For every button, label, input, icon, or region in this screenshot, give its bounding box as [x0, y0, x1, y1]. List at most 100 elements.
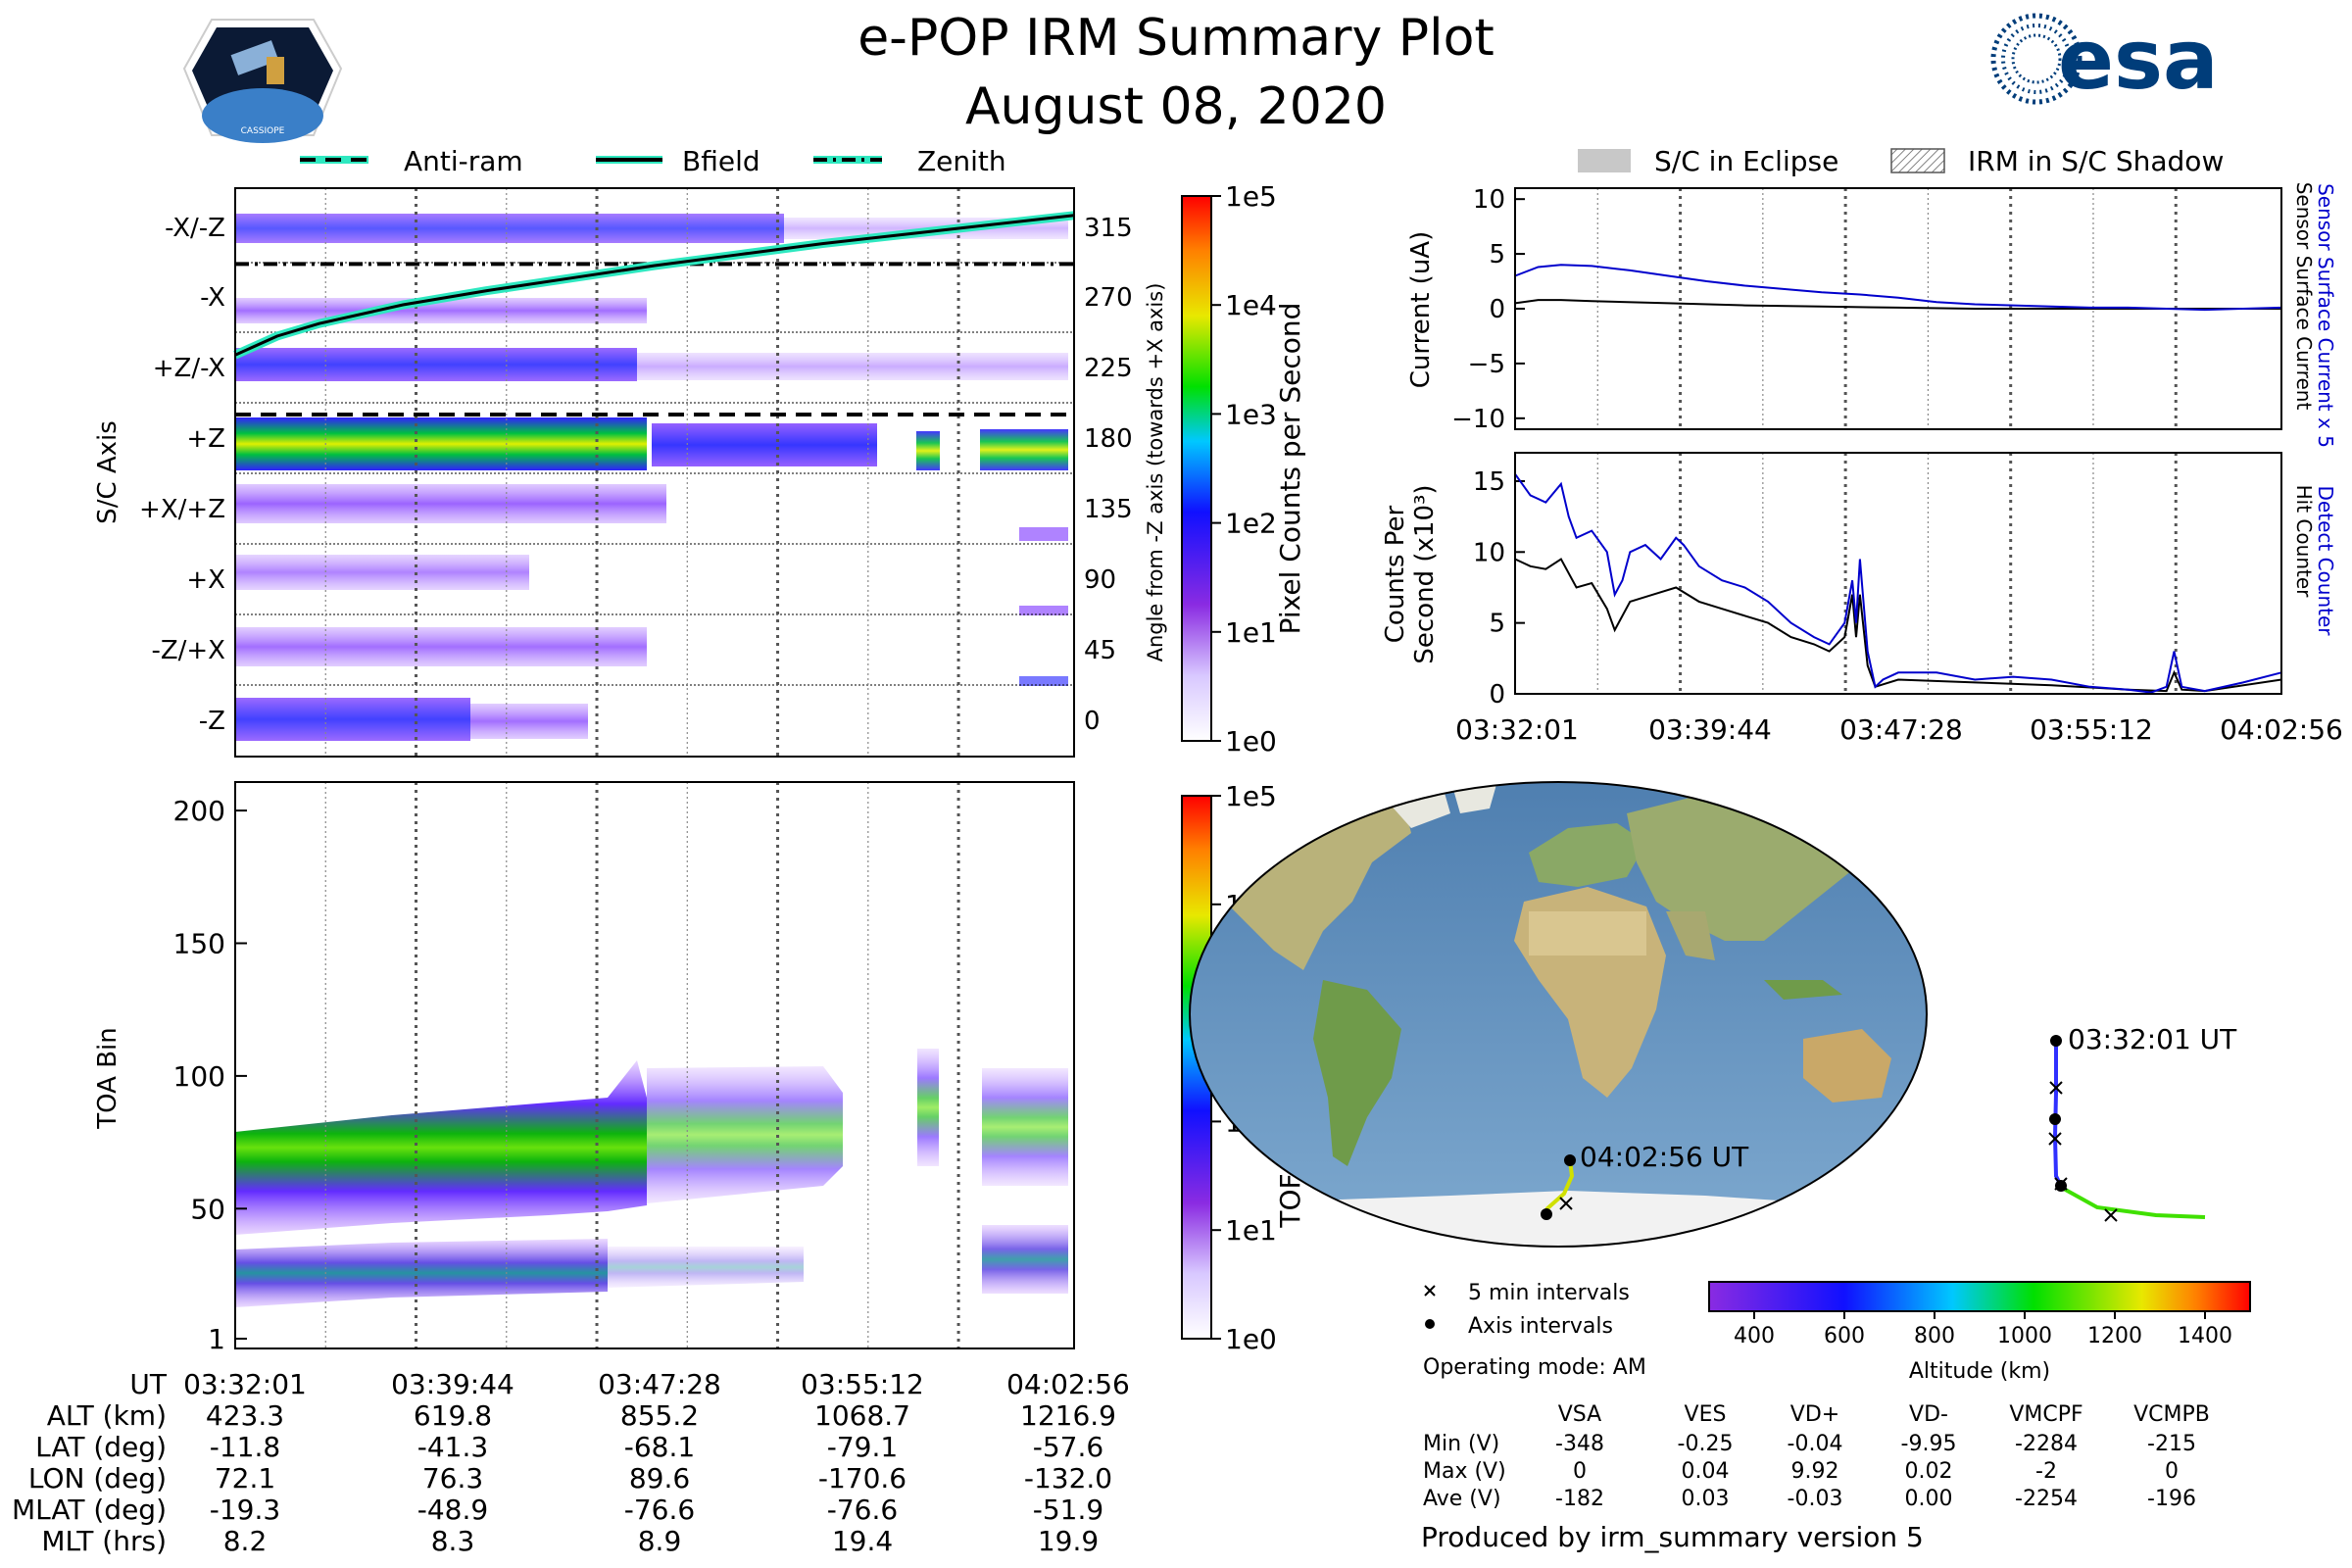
axis-angle-label: 45: [1084, 636, 1116, 665]
ephemeris-row-label: ALT (km): [47, 1399, 167, 1432]
voltage-value: -215: [2147, 1432, 2196, 1456]
counts-ytick-label: 10: [1473, 538, 1505, 567]
axis-row-label: +Z: [186, 424, 225, 454]
toa-ytick-label: 150: [173, 927, 225, 959]
page-date: August 08, 2020: [965, 77, 1387, 136]
voltage-value: -182: [1555, 1487, 1604, 1511]
ephemeris-value: -76.6: [827, 1494, 898, 1526]
world-map: 03:32:01 UT 04:02:56 UT: [1189, 781, 2237, 1248]
page-title: e-POP IRM Summary Plot: [858, 9, 1494, 68]
ephemeris-value: 423.3: [206, 1399, 284, 1432]
time-tick-label: 04:02:56: [1006, 1368, 1130, 1400]
axis-row-label: +X/+Z: [139, 495, 225, 524]
voltage-value: -0.03: [1788, 1487, 1843, 1511]
ephemeris-table: ALT (km) 423.3 619.8 855.2 1068.7 1216.9 LAT (…: [12, 1399, 1116, 1557]
badge-text: CASSIOPE: [241, 126, 285, 136]
current-ytick-label: 5: [1489, 240, 1505, 270]
voltage-value: 9.92: [1791, 1459, 1839, 1484]
counts-time-label: 03:47:28: [1839, 713, 1963, 746]
colorbar-tick-label: 1e3: [1225, 398, 1277, 430]
toa-ytick-label: 1: [208, 1323, 225, 1355]
map-legend: 5 min intervals Axis intervals: [1424, 1281, 1630, 1339]
ephemeris-value: 1216.9: [1020, 1399, 1116, 1432]
altitude-label: Altitude (km): [1909, 1359, 2050, 1384]
ephemeris-row-label: MLT (hrs): [41, 1525, 167, 1557]
counts-right-label-black: Hit Counter: [2292, 485, 2316, 598]
ephemeris-value: 8.9: [638, 1525, 682, 1557]
toa-ytick-label: 50: [190, 1193, 225, 1225]
legend-axis-intervals: Axis intervals: [1468, 1314, 1613, 1339]
axis-angle-label: 225: [1084, 354, 1133, 383]
voltage-value: -348: [1555, 1432, 1604, 1456]
altitude-tick-label: 1000: [1997, 1324, 2052, 1348]
counts-panel: [1514, 452, 2282, 695]
voltage-value: -0.25: [1678, 1432, 1734, 1456]
colorbar-tick-label: 1e4: [1225, 289, 1277, 321]
counts-ytick-label: 15: [1473, 467, 1505, 497]
counts-ylabel-line2: Second (x10³): [1410, 484, 1440, 663]
ephemeris-value: -48.9: [417, 1494, 488, 1526]
voltage-value: 0: [1573, 1459, 1587, 1484]
row-band-z: [235, 417, 647, 470]
voltage-value: -2254: [2015, 1487, 2078, 1511]
voltage-value: -2284: [2015, 1432, 2078, 1456]
ephemeris-value: -76.6: [624, 1494, 695, 1526]
ut-label: UT: [129, 1368, 167, 1400]
time-tick-label: 03:39:44: [391, 1368, 514, 1400]
counts-time-label: 03:32:01: [1455, 713, 1579, 746]
time-tick-label: 03:55:12: [801, 1368, 924, 1400]
ephemeris-value: 89.6: [629, 1462, 690, 1494]
sensor-current-line: [1514, 299, 2281, 310]
voltage-row-label: Min (V): [1423, 1432, 1499, 1456]
ephemeris-value: -57.6: [1033, 1431, 1103, 1463]
continent-australia: [1803, 1029, 1891, 1102]
legend-zenith: Zenith: [917, 145, 1006, 177]
axis-panel-right-label: Angle from -Z axis (towards +X axis): [1144, 283, 1167, 662]
axis-angle-label: 0: [1084, 707, 1101, 736]
current-ytick-label: 0: [1489, 295, 1505, 324]
colorbar-tick-label: 1e1: [1225, 1214, 1277, 1247]
footer-text: Produced by irm_summary version 5: [1421, 1521, 1924, 1553]
colorbar-tick-label: 1e5: [1225, 780, 1277, 812]
axis-spectrogram: [233, 187, 1075, 758]
ephemeris-value: 19.4: [832, 1525, 893, 1557]
ephemeris-value: -41.3: [417, 1431, 488, 1463]
axis-row-label: -Z: [199, 707, 225, 736]
current-right-label-blue: Sensor Surface Current x 5: [2314, 183, 2337, 448]
time-tick-label: 03:32:01: [183, 1368, 307, 1400]
axis-angle-label: 270: [1084, 283, 1133, 313]
row-band-xz-pos: [235, 484, 666, 523]
axis-angle-label: 315: [1084, 214, 1133, 243]
voltage-value: -2: [2035, 1459, 2057, 1484]
ephemeris-value: 8.3: [431, 1525, 475, 1557]
voltage-column-header: VCMPB: [2133, 1402, 2210, 1427]
voltage-value: -196: [2147, 1487, 2196, 1511]
row-band-xz: [235, 214, 784, 243]
ephemeris-value: -11.8: [210, 1431, 280, 1463]
counts-time-label: 04:02:56: [2220, 713, 2343, 746]
time-tick-label: 03:47:28: [598, 1368, 721, 1400]
voltage-value: 0: [2165, 1459, 2179, 1484]
pixel-colorbar-label: Pixel Counts per Second: [1274, 303, 1306, 635]
counts-yticks: 15 10 5 0: [1473, 467, 1505, 710]
detect-counter-line: [1514, 473, 2282, 694]
voltage-row-label: Ave (V): [1423, 1487, 1501, 1511]
colorbar-tick-label: 1e0: [1225, 725, 1277, 758]
colorbar-tick-label: 1e2: [1225, 508, 1277, 540]
current-ylabel: Current (uA): [1406, 231, 1436, 388]
altitude-tick-label: 400: [1734, 1324, 1775, 1348]
voltage-value: -9.95: [1901, 1432, 1957, 1456]
legend-anti-ram: Anti-ram: [404, 145, 523, 177]
voltage-value: 0.03: [1682, 1487, 1730, 1511]
continent-south-america: [1313, 980, 1401, 1166]
counts-ytick-label: 0: [1489, 680, 1505, 710]
colorbar-tick-label: 1e0: [1225, 1323, 1277, 1355]
ephemeris-row-label: LAT (deg): [35, 1431, 167, 1463]
axis-row-label: +Z/-X: [153, 354, 225, 383]
axis-angle-label: 135: [1084, 495, 1133, 524]
voltage-column-header: VSA: [1558, 1402, 1601, 1427]
counts-time-label: 03:39:44: [1648, 713, 1772, 746]
axis-row-label: -X: [200, 283, 225, 313]
ephemeris-value: -170.6: [818, 1462, 906, 1494]
